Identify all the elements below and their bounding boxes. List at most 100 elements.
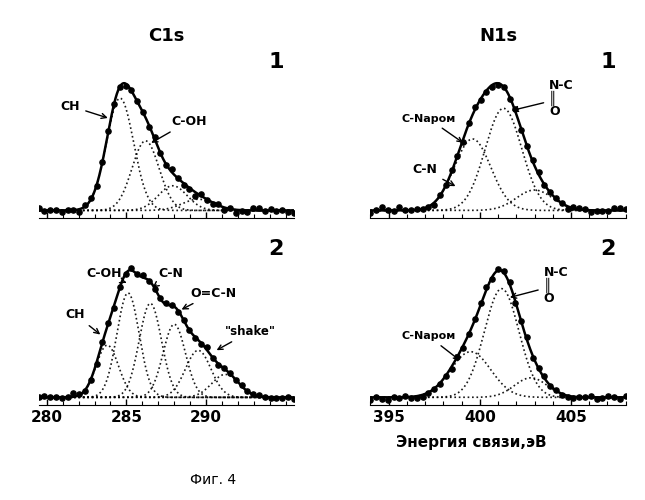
Point (179, 182, 189, 190)
Point (412, 206, 422, 214)
Point (57, 394, 67, 402)
Point (34, 204, 44, 212)
Point (458, 344, 468, 352)
Point (80, 201, 90, 209)
Point (138, 108, 148, 116)
Point (446, 166, 457, 174)
Point (132, 97, 143, 105)
Point (272, 394, 282, 402)
Point (115, 83, 125, 91)
Point (435, 191, 445, 199)
Point (400, 206, 410, 214)
Point (202, 196, 212, 204)
Point (493, 81, 503, 89)
Point (470, 104, 480, 112)
Point (254, 204, 264, 212)
Point (144, 124, 154, 132)
Point (109, 100, 119, 108)
Point (74, 208, 84, 216)
Point (266, 394, 276, 402)
Point (382, 206, 393, 214)
Point (103, 128, 114, 136)
Point (190, 334, 201, 342)
Point (423, 389, 433, 397)
Point (400, 392, 410, 400)
Point (109, 304, 119, 312)
Point (377, 203, 387, 211)
Point (574, 204, 584, 212)
Point (510, 105, 521, 113)
Point (150, 132, 160, 140)
Point (208, 200, 218, 207)
Point (266, 205, 276, 213)
Point (283, 208, 293, 216)
Text: "shake": "shake" (218, 324, 276, 349)
Point (504, 94, 515, 102)
Point (516, 317, 526, 325)
Point (277, 206, 288, 214)
Text: Фиг. 4: Фиг. 4 (190, 473, 236, 487)
Point (202, 343, 212, 351)
Point (190, 192, 201, 200)
Point (260, 207, 270, 215)
Point (219, 364, 230, 372)
Point (394, 394, 404, 402)
Point (557, 200, 567, 207)
Point (586, 208, 596, 216)
Point (568, 394, 579, 402)
Point (615, 204, 625, 212)
Point (481, 88, 491, 96)
Point (591, 395, 602, 403)
Text: N-C
║
O: N-C ║ O (513, 79, 573, 118)
Text: C-N: C-N (413, 163, 454, 186)
Point (377, 396, 387, 404)
Point (237, 381, 247, 389)
Point (231, 376, 241, 384)
Point (533, 168, 544, 176)
Point (510, 299, 521, 307)
Point (219, 206, 230, 214)
Point (528, 354, 538, 362)
Point (277, 394, 288, 402)
Point (144, 277, 154, 285)
Text: 2: 2 (268, 239, 284, 259)
Point (243, 208, 253, 216)
Text: O=C-N: O=C-N (183, 286, 236, 309)
Point (406, 206, 416, 214)
Point (272, 206, 282, 214)
Point (557, 392, 567, 400)
Point (522, 334, 532, 342)
Point (161, 299, 172, 307)
Point (586, 392, 596, 400)
Point (562, 393, 573, 401)
Point (126, 86, 137, 94)
Point (45, 206, 55, 214)
Point (51, 394, 61, 402)
Point (545, 382, 555, 390)
Point (423, 203, 433, 211)
Point (412, 394, 422, 402)
Point (51, 206, 61, 214)
Point (57, 208, 67, 216)
Point (464, 330, 474, 338)
Point (155, 294, 166, 302)
Point (74, 390, 84, 398)
Point (138, 271, 148, 279)
Point (568, 204, 579, 212)
Text: 1: 1 (600, 52, 615, 72)
Point (487, 276, 497, 283)
Point (92, 360, 102, 368)
Point (260, 392, 270, 400)
Text: C-N: C-N (154, 268, 183, 286)
Point (213, 361, 224, 369)
Point (167, 166, 177, 173)
Point (92, 182, 102, 190)
Point (516, 126, 526, 134)
Point (394, 204, 404, 212)
Point (382, 396, 393, 404)
Point (68, 390, 79, 398)
Point (429, 200, 439, 208)
Point (97, 158, 108, 166)
Point (63, 394, 73, 402)
Point (533, 364, 544, 372)
